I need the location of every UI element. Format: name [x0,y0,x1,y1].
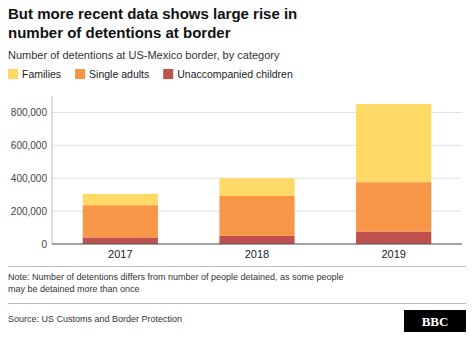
note-line: may be detained more than once [8,284,140,294]
legend-label: Unaccompanied children [177,68,293,80]
legend: Families Single adults Unaccompanied child… [8,68,293,80]
x-tick-label: 2019 [381,248,405,260]
legend-swatch [8,69,18,79]
bar-segment [356,232,431,244]
chart-svg: But more recent data shows large rise in… [0,0,474,355]
note-line: Note: Number of detentions differs from … [8,272,344,282]
logo: BBC [422,314,449,329]
separator [8,303,466,304]
bar-segment [219,236,294,244]
bar-segment [83,237,158,244]
bar-segment [356,182,431,231]
bar-segment [83,205,158,237]
background [0,0,474,355]
separator [8,266,466,267]
source-line: Source: US Customs and Border Protection [8,314,182,324]
page: {"chart_data": { "type": "bar", "stacked… [0,0,474,355]
subtitle: Number of detentions at US-Mexico border… [8,49,280,61]
grid-line [52,244,462,245]
bar-segment [83,194,158,205]
y-axis-line [52,96,53,244]
legend-swatch [163,69,173,79]
bar-segment [356,104,431,182]
x-axis-line [52,244,462,245]
note: Note: Number of detentions differs from … [8,272,344,294]
bar-segment [219,196,294,236]
y-tick-label: 200,000 [11,206,48,217]
y-tick-label: 800,000 [11,107,48,118]
subtitle-line: Number of detentions at US-Mexico border… [8,49,280,61]
bar-segment [219,178,294,196]
x-axis: 2017 2018 2019 [52,244,462,260]
legend-label: Families [22,68,61,80]
title: But more recent data shows large rise in… [8,5,297,41]
source: Source: US Customs and Border Protection [8,314,182,324]
title-line: But more recent data shows large rise in [8,5,297,22]
logo-box [404,310,466,332]
legend-swatch [75,69,85,79]
y-tick-label: 400,000 [11,173,48,184]
legend-label: Single adults [89,68,149,80]
y-tick-label: 600,000 [11,140,48,151]
x-tick-label: 2018 [245,248,269,260]
bars [83,104,432,244]
chart-container: But more recent data shows large rise in… [0,0,474,355]
y-axis: 0 200,000 400,000 600,000 800,000 [11,96,462,250]
y-tick-label: 0 [41,239,47,250]
title-line: number of detentions at border [8,24,231,41]
x-tick-label: 2017 [108,248,132,260]
